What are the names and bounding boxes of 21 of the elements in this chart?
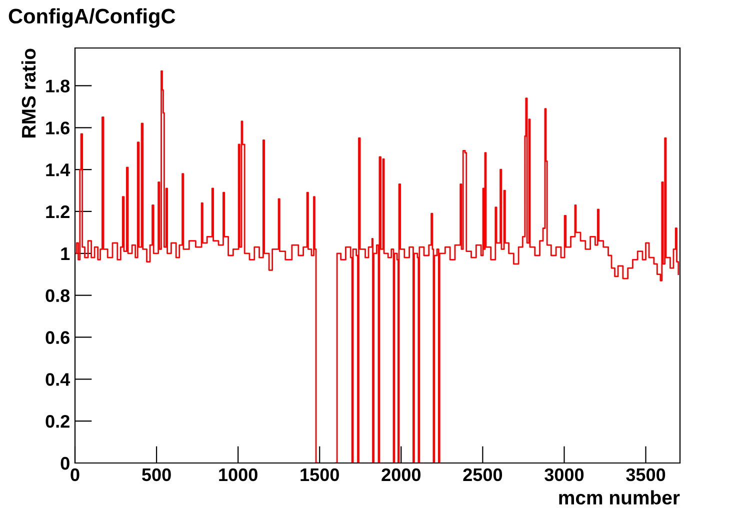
x-tick-label: 500 xyxy=(142,468,171,482)
x-tick-label: 1000 xyxy=(219,468,258,482)
y-tick-label: 1.4 xyxy=(46,164,70,176)
x-axis-title: mcm number xyxy=(559,490,680,505)
x-tick-label: 2500 xyxy=(463,468,502,482)
y-tick-label: 0.2 xyxy=(46,415,70,428)
y-tick-label: 1.8 xyxy=(46,80,70,92)
y-tick-label: 1.2 xyxy=(46,205,70,218)
x-tick-label: 0 xyxy=(70,468,80,482)
y-tick-label: 0.8 xyxy=(46,289,70,302)
chart-title: ConfigA/ConfigC xyxy=(8,8,176,28)
y-tick-label: 0 xyxy=(60,456,70,470)
y-tick-label: 1 xyxy=(61,248,70,260)
x-tick-label: 3000 xyxy=(544,468,584,482)
x-tick-label: 3500 xyxy=(626,468,666,482)
y-tick-label: 1.6 xyxy=(46,122,70,134)
y-axis-title: RMS ratio xyxy=(21,48,36,138)
y-tick-label: 0.6 xyxy=(46,331,70,344)
x-tick-label: 1500 xyxy=(300,468,339,482)
x-tick-label: 2000 xyxy=(382,468,420,482)
y-tick-label: 0.4 xyxy=(46,373,70,386)
